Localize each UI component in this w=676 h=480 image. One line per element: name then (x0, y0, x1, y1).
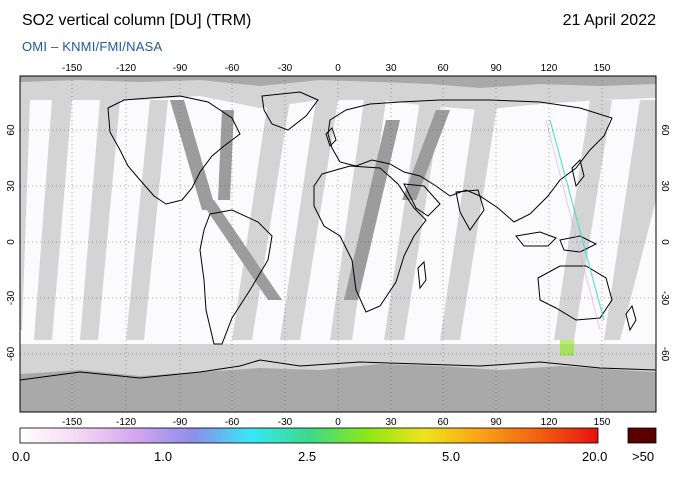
map-area (20, 76, 656, 412)
lon-ticks-bottom: -150 -120 -90 -60 -30 0 30 60 90 120 150 (62, 417, 611, 428)
lon-tick: 150 (594, 63, 611, 74)
lon-tick: -120 (116, 417, 136, 428)
lon-tick: 30 (385, 417, 397, 428)
orbit-gap-stripes (20, 100, 656, 340)
colorbar-gradient (19, 427, 599, 444)
lat-ticks-right: 60 30 0 -30 -60 (659, 124, 670, 361)
map-border (19, 75, 657, 413)
lon-tick: 90 (490, 417, 502, 428)
lon-tick: -30 (278, 63, 293, 74)
lon-tick: -90 (173, 63, 188, 74)
lat-tick: 60 (659, 124, 670, 136)
colorbar-label: 5.0 (442, 449, 461, 464)
colorbar (19, 427, 599, 444)
lon-tick: 90 (490, 63, 502, 74)
lon-tick: -90 (173, 417, 188, 428)
lon-tick: -150 (62, 417, 82, 428)
lat-tick: 60 (6, 124, 17, 136)
colorbar-label: 20.0 (582, 449, 608, 464)
map-date: 21 April 2022 (562, 12, 656, 29)
lon-tick: 30 (385, 63, 397, 74)
lat-tick: -30 (6, 290, 17, 305)
colorbar-overflow-swatch (627, 427, 657, 444)
colorbar-label: >50 (632, 449, 655, 464)
lat-tick: 30 (6, 180, 17, 192)
so2-trace-line (549, 119, 605, 321)
lon-tick: -120 (116, 63, 136, 74)
lon-tick: -60 (225, 417, 240, 428)
data-source-credit: OMI – KNMI/FMI/NASA (22, 39, 163, 54)
colorbar-label: 1.0 (154, 449, 173, 464)
lon-tick: -150 (62, 63, 82, 74)
lon-tick: -60 (225, 63, 240, 74)
lon-tick: 0 (335, 417, 341, 428)
lon-ticks-top: -150 -120 -90 -60 -30 0 30 60 90 120 150 (62, 63, 611, 74)
lon-tick: 150 (594, 417, 611, 428)
lat-tick: -30 (659, 291, 670, 306)
lon-tick: 120 (541, 417, 558, 428)
arctic-polar-night (20, 76, 656, 88)
colorbar-label: 2.5 (298, 449, 317, 464)
lon-tick: 60 (437, 417, 449, 428)
lat-tick: 0 (6, 239, 17, 245)
lon-tick: 60 (437, 63, 449, 74)
lon-tick: 0 (335, 63, 341, 74)
so2-hotspot (560, 340, 574, 356)
lat-ticks-left: 60 30 0 -30 -60 (6, 124, 17, 361)
lat-tick: 30 (659, 180, 670, 192)
lat-tick: -60 (6, 346, 17, 361)
coastlines (20, 91, 656, 381)
lon-tick: 120 (541, 63, 558, 74)
map-title: SO2 vertical column [DU] (TRM) (22, 12, 252, 29)
lat-tick: -60 (659, 347, 670, 362)
graticule (20, 76, 656, 412)
orbit-overlap-stripes (170, 100, 450, 300)
lon-tick: -30 (278, 417, 293, 428)
lat-tick: 0 (659, 239, 670, 245)
colorbar-label: 0.0 (12, 449, 31, 464)
